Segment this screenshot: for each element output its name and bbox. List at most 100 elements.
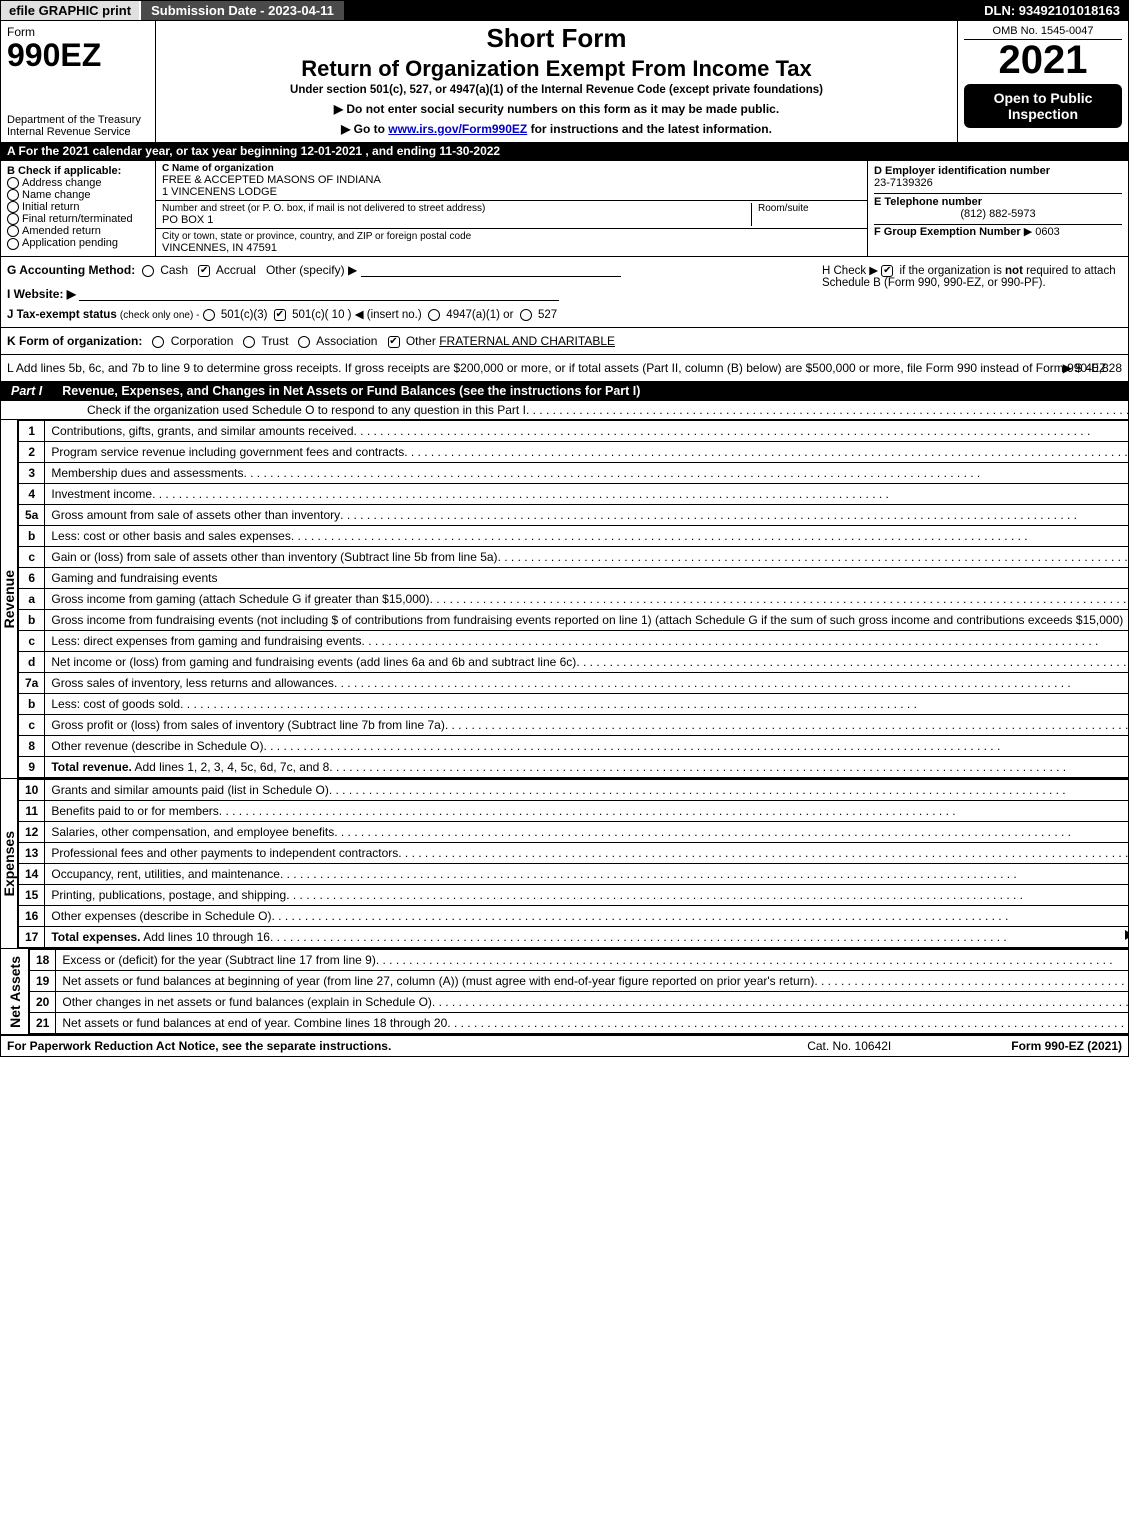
line-row: cGross profit or (loss) from sales of in…: [19, 715, 1129, 736]
section-ghij: G Accounting Method: Cash Accrual Other …: [1, 256, 1128, 327]
checkbox-association[interactable]: [298, 336, 310, 348]
k-other-value: FRATERNAL AND CHARITABLE: [439, 334, 615, 348]
open-public-badge: Open to Public Inspection: [964, 84, 1122, 128]
line-number: 7a: [19, 673, 45, 694]
city-label: City or town, state or province, country…: [162, 231, 861, 242]
checkbox-accrual[interactable]: [198, 265, 210, 277]
line-row: 10Grants and similar amounts paid (list …: [19, 780, 1129, 801]
line-row: 19Net assets or fund balances at beginni…: [30, 971, 1129, 992]
form-990ez-page: efile GRAPHIC print Submission Date - 20…: [0, 0, 1129, 1057]
line-row: bLess: cost of goods sold7b: [19, 694, 1129, 715]
footer-right-bold: 990-EZ: [1045, 1039, 1084, 1053]
line-number: 6: [19, 568, 45, 589]
revenue-side-label: Revenue: [1, 420, 18, 778]
line-number: 19: [30, 971, 56, 992]
checkbox-initial-return[interactable]: [7, 201, 19, 213]
k-label: K Form of organization:: [7, 334, 142, 348]
line-row: 2Program service revenue including gover…: [19, 442, 1129, 463]
part-i-label: Part I: [1, 381, 56, 401]
b-label: B Check if applicable:: [7, 165, 149, 177]
checkbox-name-change[interactable]: [7, 189, 19, 201]
line-number: a: [19, 589, 45, 610]
revenue-section: Revenue 1Contributions, gifts, grants, a…: [1, 419, 1128, 778]
line-description: Gross profit or (loss) from sales of inv…: [45, 715, 1129, 736]
website-field[interactable]: [79, 287, 559, 301]
line-row: 3Membership dues and assessments316,915: [19, 463, 1129, 484]
line-number: c: [19, 547, 45, 568]
k-assoc-label: Association: [316, 334, 377, 348]
line-description: Benefits paid to or for members: [45, 801, 1129, 822]
line-number: c: [19, 715, 45, 736]
phone-value: (812) 882-5973: [874, 208, 1122, 220]
expenses-table: 10Grants and similar amounts paid (list …: [18, 779, 1129, 948]
line-number: 10: [19, 780, 45, 801]
j-501c3-label: 501(c)(3): [221, 309, 268, 321]
line-row: 17Total expenses. Add lines 10 through 1…: [19, 927, 1129, 948]
irs-link[interactable]: www.irs.gov/Form990EZ: [388, 122, 527, 136]
checkbox-h[interactable]: [881, 265, 893, 277]
line-description: Gross income from gaming (attach Schedul…: [45, 589, 1129, 610]
form-header: Form 990EZ Department of the Treasury In…: [1, 20, 1128, 142]
line-number: 13: [19, 843, 45, 864]
line-row: 13Professional fees and other payments t…: [19, 843, 1129, 864]
checkbox-application-pending[interactable]: [7, 238, 19, 250]
part-i-sub: Check if the organization used Schedule …: [1, 401, 1128, 419]
b-opt-final: Final return/terminated: [7, 213, 149, 225]
efile-print-button[interactable]: efile GRAPHIC print: [1, 1, 139, 20]
line-description: Contributions, gifts, grants, and simila…: [45, 421, 1129, 442]
line-description: Gaming and fundraising events: [45, 568, 1129, 589]
j-4947-label: 4947(a)(1) or: [446, 309, 513, 321]
line-number: b: [19, 610, 45, 631]
ssn-warning: ▶ Do not enter social security numbers o…: [164, 102, 949, 116]
j-501c-label: 501(c)( 10 ) ◀ (insert no.): [292, 309, 422, 321]
line-row: cLess: direct expenses from gaming and f…: [19, 631, 1129, 652]
line-description: Other changes in net assets or fund bala…: [56, 992, 1129, 1013]
header-left: Form 990EZ Department of the Treasury In…: [1, 21, 156, 142]
line-number: c: [19, 631, 45, 652]
line-number: 14: [19, 864, 45, 885]
checkbox-corporation[interactable]: [152, 336, 164, 348]
checkbox-trust[interactable]: [243, 336, 255, 348]
checkbox-527[interactable]: [520, 309, 532, 321]
subtitle: Under section 501(c), 527, or 4947(a)(1)…: [164, 84, 949, 96]
line-description: Printing, publications, postage, and shi…: [45, 885, 1129, 906]
section-a-period: A For the 2021 calendar year, or tax yea…: [1, 142, 1128, 160]
expenses-section: Expenses 10Grants and similar amounts pa…: [1, 778, 1128, 948]
line-row: 7aGross sales of inventory, less returns…: [19, 673, 1129, 694]
checkbox-final-return[interactable]: [7, 213, 19, 225]
checkbox-4947[interactable]: [428, 309, 440, 321]
h-not: not: [1005, 265, 1023, 277]
d-label: D Employer identification number: [874, 165, 1122, 177]
checkbox-501c[interactable]: [274, 309, 286, 321]
b-opt-final-label: Final return/terminated: [22, 213, 133, 225]
line-description: Gross income from fundraising events (no…: [45, 610, 1129, 631]
line-number: b: [19, 526, 45, 547]
header-center: Short Form Return of Organization Exempt…: [156, 21, 958, 142]
checkbox-cash[interactable]: [142, 265, 154, 277]
footer-right-post: (2021): [1084, 1039, 1122, 1053]
section-f: F Group Exemption Number ▶ 0603: [874, 225, 1122, 238]
section-g: G Accounting Method: Cash Accrual Other …: [7, 263, 782, 321]
tax-year: 2021: [964, 40, 1122, 80]
line-number: 5a: [19, 505, 45, 526]
top-bar: efile GRAPHIC print Submission Date - 20…: [1, 1, 1128, 20]
checkbox-other-org[interactable]: [388, 336, 400, 348]
return-title: Return of Organization Exempt From Incom…: [164, 56, 949, 82]
street-label: Number and street (or P. O. box, if mail…: [162, 203, 751, 214]
line-number: 15: [19, 885, 45, 906]
arrow-icon: [1125, 930, 1129, 940]
submission-date-button[interactable]: Submission Date - 2023-04-11: [139, 1, 344, 20]
line-number: 20: [30, 992, 56, 1013]
checkbox-501c3[interactable]: [203, 309, 215, 321]
part-i-header: Part I Revenue, Expenses, and Changes in…: [1, 381, 1128, 401]
k-corp-label: Corporation: [171, 334, 234, 348]
other-specify-field[interactable]: [361, 263, 621, 277]
j-527-label: 527: [538, 309, 557, 321]
b-opt-pending: Application pending: [7, 237, 149, 249]
checkbox-address-change[interactable]: [7, 177, 19, 189]
checkbox-amended-return[interactable]: [7, 225, 19, 237]
line-row: 12Salaries, other compensation, and empl…: [19, 822, 1129, 843]
department-label: Department of the Treasury Internal Reve…: [7, 114, 149, 138]
expenses-side-label: Expenses: [1, 779, 18, 948]
line-description: Professional fees and other payments to …: [45, 843, 1129, 864]
